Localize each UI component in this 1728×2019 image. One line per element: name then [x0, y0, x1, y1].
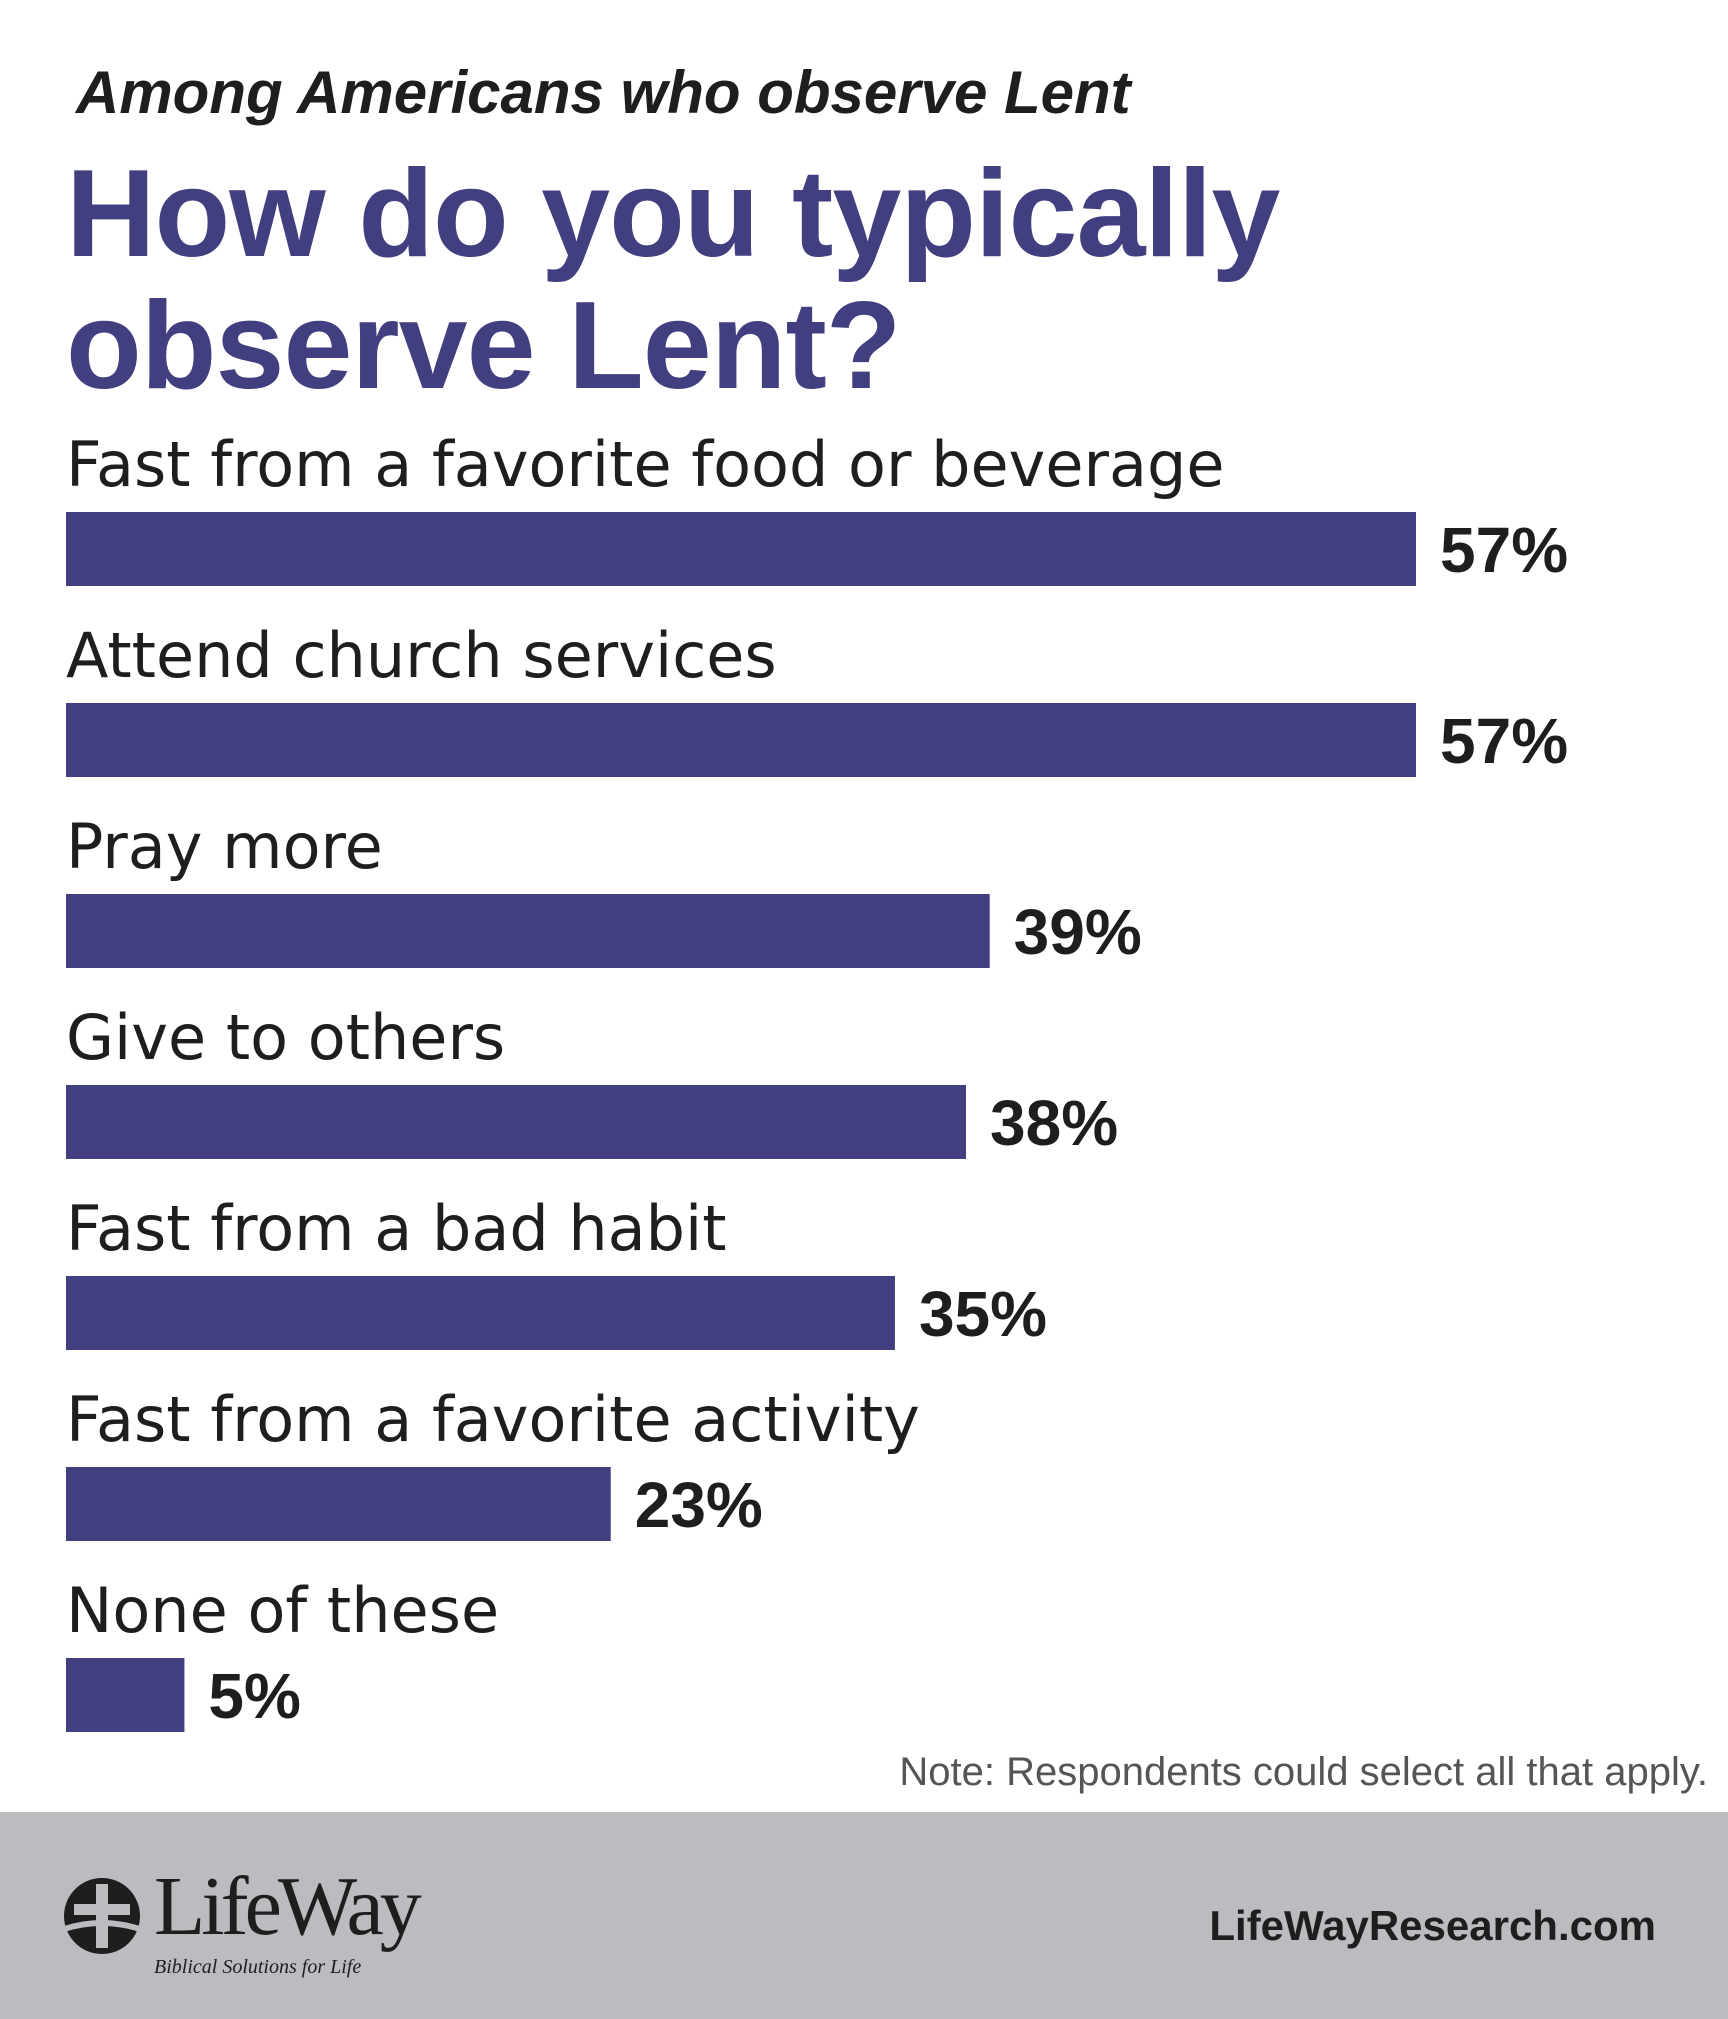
bar	[66, 1085, 966, 1159]
footnote: Note: Respondents could select all that …	[899, 1750, 1708, 1794]
value-label: 57%	[1440, 514, 1568, 586]
bar	[66, 512, 1416, 586]
category-label: Fast from a favorite food or beverage	[66, 428, 1225, 501]
category-label: None of these	[66, 1574, 499, 1647]
value-label: 5%	[208, 1660, 301, 1732]
footer-band: LifeWay Biblical Solutions for Life Life…	[0, 1812, 1728, 2019]
category-label: Fast from a bad habit	[66, 1192, 727, 1265]
value-label: 39%	[1014, 896, 1142, 968]
bar-chart: Fast from a favorite food or beverage 57%…	[66, 428, 1568, 1732]
logo-tagline: Biblical Solutions for Life	[154, 1956, 362, 1978]
value-label: 35%	[919, 1278, 1047, 1350]
category-label: Give to others	[66, 1001, 505, 1074]
category-label: Fast from a favorite activity	[66, 1383, 920, 1456]
bar	[66, 1276, 895, 1350]
value-label: 23%	[635, 1469, 763, 1541]
chart-title: How do you typically observe Lent?	[66, 145, 1280, 415]
website-link[interactable]: LifeWayResearch.com	[1209, 1902, 1656, 1949]
bar	[66, 703, 1416, 777]
chart-subtitle: Among Americans who observe Lent	[76, 59, 1131, 126]
value-label: 38%	[990, 1087, 1118, 1159]
category-label: Pray more	[66, 810, 383, 883]
value-label: 57%	[1440, 705, 1568, 777]
logo-wordmark: LifeWay	[154, 1860, 422, 1953]
bar	[66, 1658, 185, 1732]
cross-globe-icon	[64, 1878, 140, 1954]
lifeway-logo: LifeWay Biblical Solutions for Life	[60, 1860, 422, 1984]
bar	[66, 1467, 611, 1541]
bar	[66, 894, 990, 968]
category-label: Attend church services	[66, 619, 777, 692]
